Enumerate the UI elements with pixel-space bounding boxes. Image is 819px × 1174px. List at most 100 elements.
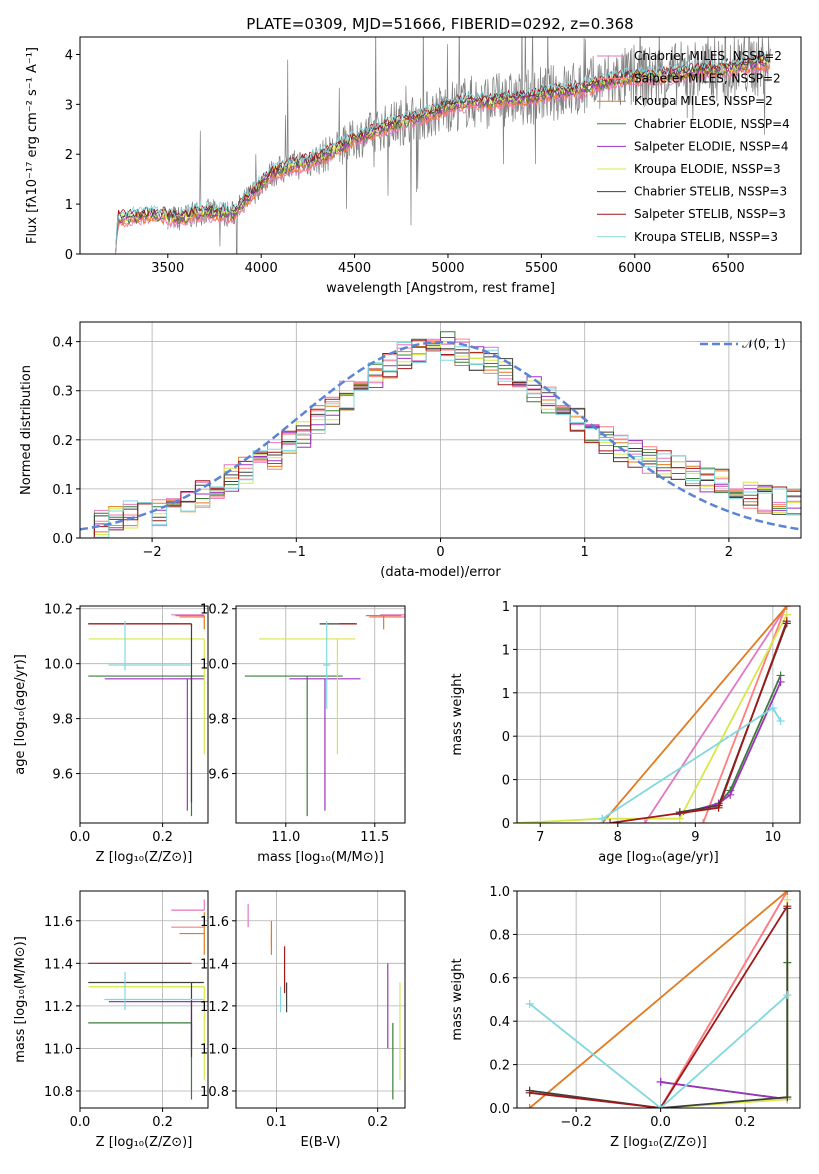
weight-line-2: [529, 891, 788, 1108]
y-tick-label: 9.8: [52, 713, 73, 728]
weight-marker-1: [782, 606, 791, 610]
x-axis-label: age [log₁₀(age/yr)]: [598, 850, 719, 865]
y-tick-label: 0.8: [489, 928, 510, 943]
weight-marker-2: [525, 1104, 534, 1108]
y-tick-label: 2: [65, 148, 73, 163]
plot-area-weight-vs-Z: [517, 891, 800, 1108]
y-tick-label: 10.0: [44, 658, 73, 673]
legend-label-5: Kroupa ELODIE, NSSP=3: [634, 162, 781, 176]
x-axis-label: mass [log₁₀(M/M⊙)]: [257, 850, 384, 865]
x-tick-label: 3500: [151, 261, 184, 276]
weight-marker-8: [525, 999, 534, 1008]
x-tick-label: 0.2: [735, 1115, 756, 1130]
y-tick-label: 1.0: [489, 885, 510, 900]
y-tick-label: 3: [65, 98, 73, 113]
y-tick-label: 1: [502, 643, 510, 658]
weight-marker-8: [656, 1104, 665, 1108]
y-tick-label: 0.1: [52, 483, 73, 498]
y-tick-label: 11.0: [200, 1042, 229, 1057]
legend-label-2: Kroupa MILES, NSSP=2: [634, 94, 773, 108]
y-tick-label: 11.6: [44, 915, 73, 930]
weight-marker-6: [783, 1093, 792, 1102]
y-axis-label: mass weight: [450, 958, 465, 1040]
x-tick-label: 9: [691, 830, 699, 845]
y-tick-label: 1: [502, 600, 510, 615]
x-axis-label: (data-model)/error: [380, 565, 501, 580]
weight-marker-4: [726, 790, 735, 799]
axes-frame: [516, 890, 801, 1109]
x-tick-label: 5500: [525, 261, 558, 276]
y-axis-label: Normed distribution: [19, 365, 34, 495]
x-axis-label: Z [log₁₀(Z/Z⊙)]: [96, 1135, 193, 1150]
axes-frame: [235, 890, 406, 1109]
panel-spectrum: 3500 4000 4500 5000 5500 6000 6500 0 1 2 3 4 wavelen…: [25, 36, 802, 296]
weight-line-4: [660, 1081, 788, 1101]
y-tick-label: 9.6: [208, 768, 229, 783]
y-axis-label: Flux [fλ10⁻¹⁷ erg cm⁻² s⁻¹ A⁻¹]: [25, 47, 40, 244]
axes-frame: [235, 605, 406, 824]
weight-marker-7: [714, 803, 723, 812]
plot-area-age-vs-Z: [80, 606, 208, 823]
y-tick-label: 0: [502, 730, 510, 745]
x-tick-label: 4500: [338, 261, 371, 276]
y-tick-label: 11.4: [44, 957, 73, 972]
legend-label-3: Chabrier ELODIE, NSSP=4: [634, 117, 790, 131]
y-tick-label: 4: [65, 48, 73, 63]
panel-mass-vs-ebv: 0.1 0.2 10.8 11.0 11.2 11.4 11.6 E(B-V): [200, 890, 406, 1150]
x-tick-label: 8: [614, 830, 622, 845]
weight-marker-4: [656, 1077, 665, 1086]
y-tick-label: 11.4: [200, 957, 229, 972]
legend-label-0: Chabrier MILES, NSSP=2: [634, 49, 782, 63]
x-tick-label: 4000: [245, 261, 278, 276]
plot-area-weight-vs-age: [517, 606, 800, 823]
y-tick-label: 0.0: [52, 532, 73, 547]
y-tick-label: 10.2: [44, 603, 73, 618]
weight-marker-8: [768, 703, 777, 712]
plot-area-spectrum: [115, 37, 772, 254]
weight-line-8: [529, 994, 788, 1108]
weight-line-2: [601, 606, 788, 823]
plot-area-mass-vs-Z: [80, 891, 208, 1108]
y-tick-label: 11.2: [44, 1000, 73, 1015]
x-tick-label: 0.0: [70, 830, 91, 845]
y-axis-label: mass [log₁₀(M/M⊙)]: [13, 936, 28, 1063]
y-axis-label: mass weight: [450, 673, 465, 755]
panel-residuals: 𝒩(0, 1) −2 −1 0 1 2 0.0 0.1 0.2 0.3 0.4 (data-model…: [19, 321, 802, 580]
x-tick-label: 6500: [712, 261, 745, 276]
x-axis-label: Z [log₁₀(Z/Z⊙)]: [610, 1135, 707, 1150]
weight-marker-4: [776, 677, 785, 686]
histogram-step-6: [80, 346, 801, 538]
y-tick-label: 0.4: [489, 1015, 510, 1030]
y-tick-label: 0.0: [489, 1102, 510, 1117]
weight-marker-2: [782, 606, 791, 610]
x-tick-label: 6000: [618, 261, 651, 276]
y-tick-label: 1: [502, 687, 510, 702]
x-tick-label: 11.5: [360, 830, 389, 845]
weight-marker-7: [525, 1088, 534, 1097]
chart-title: PLATE=0309, MJD=51666, FIBERID=0292, z=0…: [246, 15, 633, 33]
legend-label-8: Kroupa STELIB, NSSP=3: [634, 230, 778, 244]
y-tick-label: 9.8: [208, 713, 229, 728]
y-tick-label: 11.6: [200, 915, 229, 930]
axes-frame: [79, 36, 802, 255]
x-tick-label: −2: [143, 545, 162, 560]
weight-marker-7: [783, 902, 792, 911]
axes-frame: [79, 890, 209, 1109]
x-tick-label: 0.0: [650, 1115, 671, 1130]
panel-mass-vs-Z: 0.0 0.2 10.8 11.0 11.2 11.4 11.6 Z [log₁₀(Z/Z⊙)…: [13, 890, 209, 1150]
histogram-step-5: [80, 342, 801, 538]
x-tick-label: 5000: [431, 261, 464, 276]
weight-line-6: [529, 908, 789, 1108]
weight-marker-1: [699, 819, 708, 823]
x-tick-label: 0.2: [152, 830, 173, 845]
y-tick-label: 0: [502, 774, 510, 789]
y-tick-label: 11.2: [200, 1000, 229, 1015]
legend-label-1: Salpeter MILES, NSSP=2: [634, 72, 781, 86]
y-tick-label: 10.8: [44, 1085, 73, 1100]
y-tick-label: 10.0: [200, 658, 229, 673]
legend-label-normal: 𝒩(0, 1): [742, 337, 786, 351]
weight-marker-7: [782, 617, 791, 626]
x-tick-label: 0.2: [152, 1115, 173, 1130]
panel-weight-vs-Z: −0.2 0.0 0.2 0.0 0.2 0.4 0.6 0.8 1.0 Z [log₁₀(Z/Z…: [450, 885, 801, 1150]
